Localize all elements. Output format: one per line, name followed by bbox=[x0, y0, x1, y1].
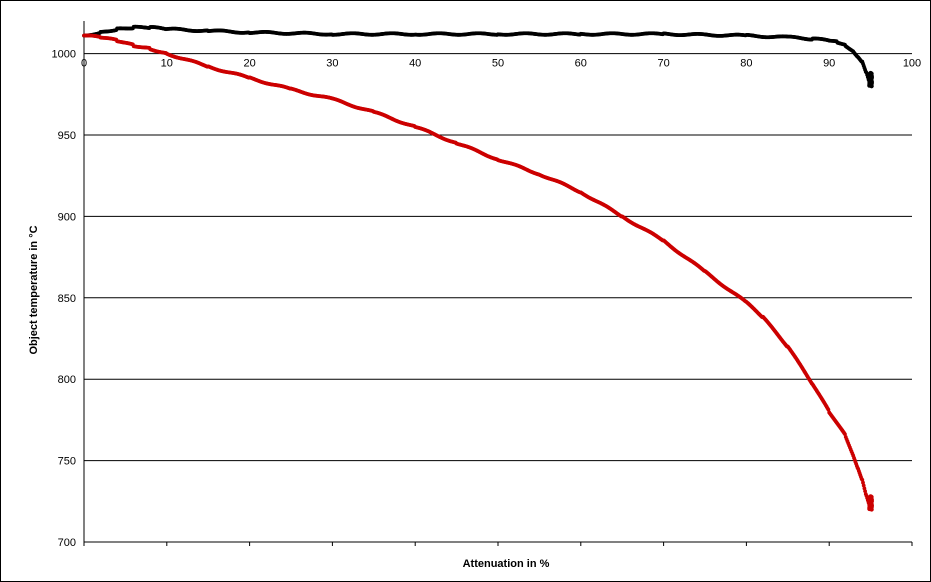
y-tick-label-900: 900 bbox=[58, 211, 76, 223]
x-tick-label-60: 60 bbox=[575, 58, 587, 70]
y-tick-label-800: 800 bbox=[58, 374, 76, 386]
y-tick-label-950: 950 bbox=[58, 130, 76, 142]
x-axis-label: Attenuation in % bbox=[463, 558, 550, 570]
x-tick-labels: 0 10 20 30 40 50 60 70 80 90 100 bbox=[81, 58, 921, 70]
x-tick-label-40: 40 bbox=[409, 58, 421, 70]
x-tick-label-90: 90 bbox=[823, 58, 835, 70]
x-tick-label-30: 30 bbox=[326, 58, 338, 70]
x-tick-label-0: 0 bbox=[81, 58, 87, 70]
series-0 bbox=[82, 24, 874, 89]
x-tick-label-100: 100 bbox=[903, 58, 921, 70]
y-tick-label-700: 700 bbox=[58, 537, 76, 549]
x-tick-label-70: 70 bbox=[657, 58, 669, 70]
x-tick-label-10: 10 bbox=[161, 58, 173, 70]
series-1 bbox=[82, 33, 874, 512]
axes bbox=[83, 21, 913, 546]
y-tick-label-1000: 1000 bbox=[52, 49, 76, 61]
data-point bbox=[869, 507, 874, 512]
data-points bbox=[82, 24, 874, 512]
y-axis-label: Object temperature in °C bbox=[28, 225, 40, 354]
gridlines bbox=[84, 53, 912, 462]
y-tick-labels: 700 750 800 850 900 950 1000 bbox=[52, 49, 76, 549]
data-point bbox=[869, 83, 874, 89]
x-tick-label-50: 50 bbox=[492, 58, 504, 70]
x-tick-label-80: 80 bbox=[740, 58, 752, 70]
y-tick-label-750: 750 bbox=[58, 456, 76, 468]
x-tick-label-20: 20 bbox=[243, 58, 255, 70]
y-tick-label-850: 850 bbox=[58, 293, 76, 305]
